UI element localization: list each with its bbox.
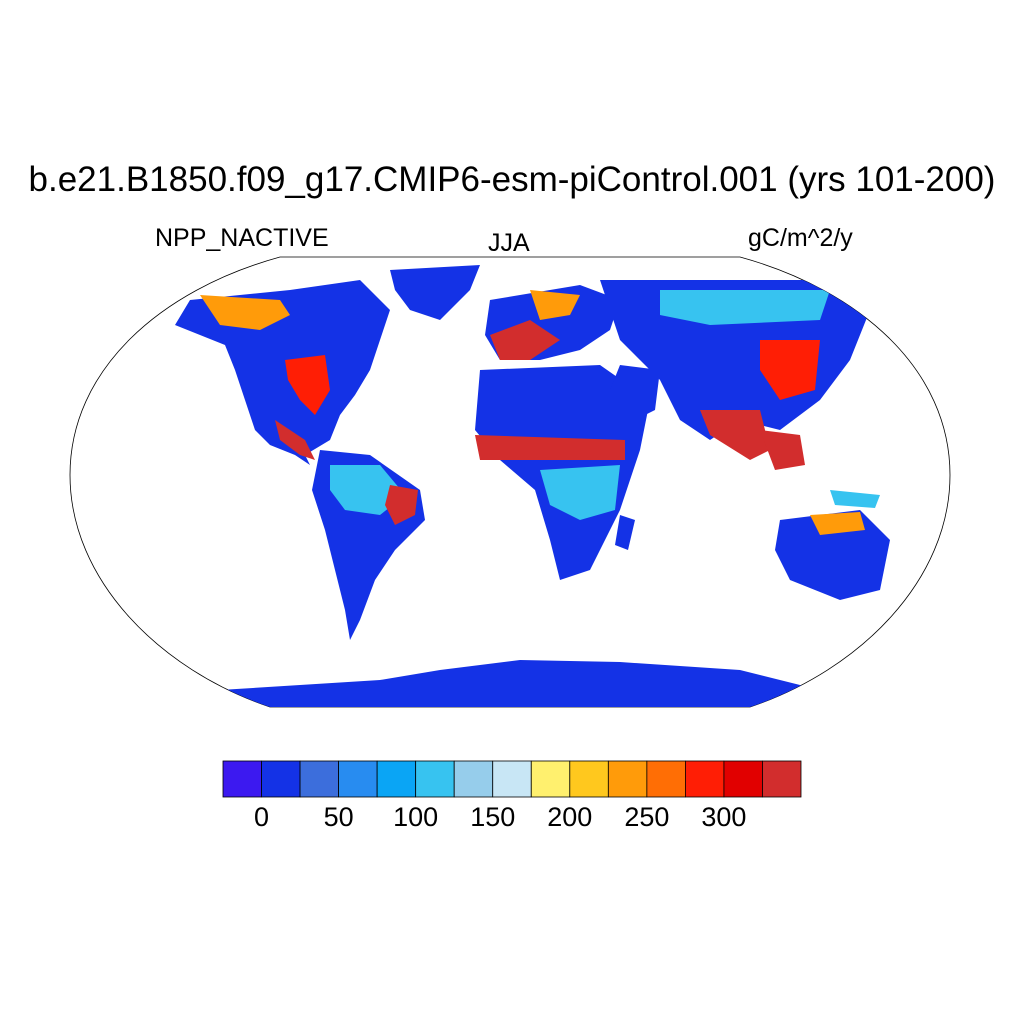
chart-title: b.e21.B1850.f09_g17.CMIP6-esm-piControl.… bbox=[28, 160, 996, 199]
colorbar-box bbox=[684, 760, 725, 798]
colorbar-tick-label: 100 bbox=[393, 802, 439, 832]
sahel-band bbox=[475, 435, 625, 460]
greenland bbox=[390, 265, 480, 320]
colorbar-box bbox=[222, 760, 262, 798]
new-guinea bbox=[830, 490, 880, 508]
central-america bbox=[275, 420, 315, 460]
colorbar-box bbox=[338, 760, 378, 798]
madagascar bbox=[615, 515, 635, 550]
colorbar-box bbox=[415, 760, 455, 798]
south-asia-high bbox=[700, 410, 770, 460]
colorbar-box bbox=[299, 760, 339, 798]
colorbar-tick-label: 0 bbox=[254, 802, 270, 832]
colorbar-box bbox=[607, 760, 648, 798]
colorbar-box bbox=[646, 760, 686, 798]
colorbar-box bbox=[762, 760, 802, 798]
colorbar-box bbox=[376, 760, 417, 798]
brazil-high bbox=[385, 485, 418, 525]
europe-north-warm bbox=[530, 290, 580, 320]
colorbar-box bbox=[492, 760, 532, 798]
colorbar-tick-label: 300 bbox=[701, 802, 747, 832]
season-label: JJA bbox=[488, 229, 530, 257]
na-north-warm bbox=[200, 295, 290, 330]
se-asia-high bbox=[760, 430, 805, 470]
colorbar bbox=[222, 760, 802, 798]
world-map bbox=[69, 256, 951, 708]
central-africa-mixed bbox=[540, 465, 620, 520]
colorbar-box bbox=[453, 760, 494, 798]
australia bbox=[775, 510, 890, 600]
colorbar-tick-label: 50 bbox=[323, 802, 354, 832]
north-america bbox=[175, 280, 390, 465]
europe-high bbox=[490, 320, 560, 360]
colorbar-tick-label: 150 bbox=[470, 802, 516, 832]
arabia bbox=[610, 365, 660, 425]
colorbar-box bbox=[569, 760, 609, 798]
colorbar-tick-label: 250 bbox=[624, 802, 670, 832]
variable-label: NPP_NACTIVE bbox=[155, 224, 329, 252]
siberia-mixed bbox=[660, 290, 830, 325]
na-east-high bbox=[285, 355, 330, 415]
colorbar-box bbox=[261, 760, 301, 798]
colorbar-box bbox=[530, 760, 571, 798]
antarctica bbox=[220, 660, 820, 707]
colorbar-box bbox=[723, 760, 763, 798]
australia-north-warm bbox=[810, 512, 865, 535]
units-label: gC/m^2/y bbox=[748, 224, 853, 252]
colorbar-tick-label: 200 bbox=[547, 802, 593, 832]
east-asia-high bbox=[760, 340, 820, 400]
